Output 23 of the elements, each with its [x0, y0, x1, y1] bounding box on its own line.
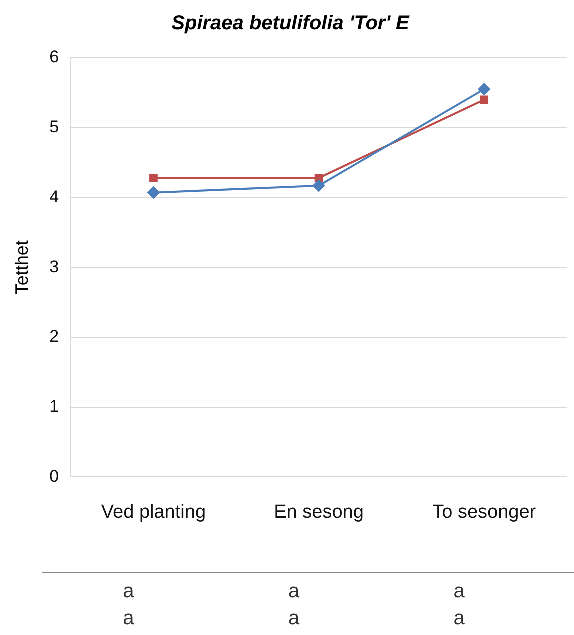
text: a: [123, 580, 136, 603]
y-tick-label: 3: [50, 257, 60, 276]
y-tick-label: 4: [50, 187, 60, 206]
point: [148, 186, 160, 199]
text: a: [288, 580, 300, 603]
x-tick-label: En sesong: [274, 502, 364, 523]
y-tick-label: 5: [50, 118, 60, 137]
point: [478, 83, 490, 96]
y-axis-title: Tetthet: [12, 240, 32, 295]
x-tick-label: To sesonger: [432, 502, 537, 523]
text: a: [288, 608, 300, 630]
text: a: [123, 608, 136, 630]
y-tick-label: 2: [50, 327, 60, 346]
point: [150, 174, 158, 182]
text: a: [454, 580, 466, 603]
chart-title: Spiraea betulifolia 'Tor' E: [172, 12, 410, 35]
point: [313, 180, 326, 192]
y-tick-label: 1: [50, 397, 60, 416]
x-tick-label: Ved planting: [101, 502, 206, 523]
y-tick-label: 6: [50, 48, 60, 67]
point: [480, 96, 489, 104]
y-tick-label: 0: [50, 466, 60, 486]
text: a: [454, 608, 466, 630]
